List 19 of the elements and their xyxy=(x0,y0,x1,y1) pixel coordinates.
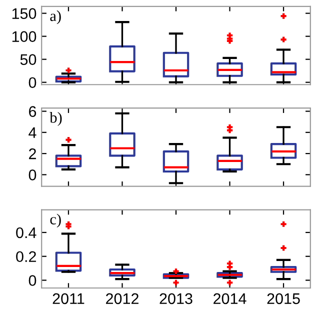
y-tick-label: 2 xyxy=(29,148,36,160)
annotation: c) xyxy=(50,214,61,228)
y-tick-label: 0 xyxy=(28,275,36,286)
y-tick-label: 0.4 xyxy=(16,227,36,238)
x-tick-label: 2014 xyxy=(214,293,246,304)
x-tick-label: 2015 xyxy=(267,293,300,304)
y-tick-label: 50 xyxy=(20,54,36,65)
annotation: a) xyxy=(50,10,61,24)
y-tick-label: 0.2 xyxy=(16,251,36,262)
y-tick-label: 100 xyxy=(12,31,36,42)
x-tick-label: 2011 xyxy=(52,293,84,304)
y-tick-label: 6 xyxy=(29,106,36,117)
y-tick-label: 0 xyxy=(28,170,36,180)
y-tick-label: 0 xyxy=(28,77,36,88)
annotation: b) xyxy=(50,112,62,126)
x-tick-label: 2012 xyxy=(106,293,138,304)
x-tick-label: 2013 xyxy=(160,293,192,304)
y-tick-label: 4 xyxy=(28,127,36,138)
y-tick-label: 150 xyxy=(12,8,36,19)
